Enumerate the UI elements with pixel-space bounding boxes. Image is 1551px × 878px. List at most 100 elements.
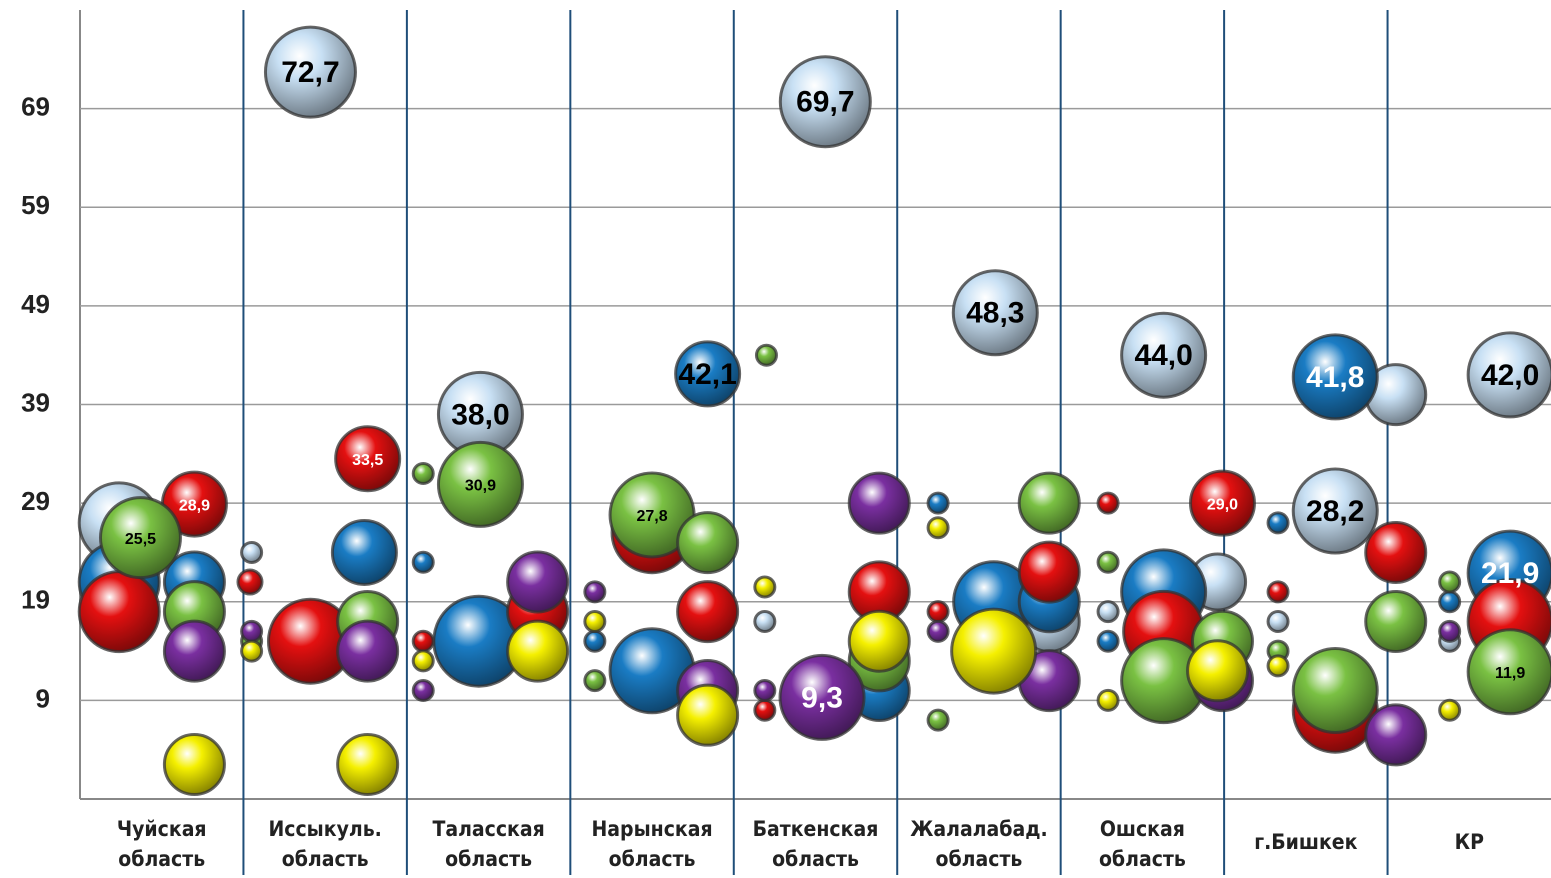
bubble: [411, 550, 435, 574]
x-tick-label: Таласская: [432, 817, 544, 841]
x-tick-label: Иссыкуль.: [268, 817, 381, 841]
bubble: [1466, 331, 1551, 419]
bubble: [847, 609, 911, 673]
data-label: 25,5: [125, 531, 156, 548]
y-tick-label: 69: [21, 92, 50, 122]
bubble: [98, 496, 182, 580]
bubble: [753, 679, 777, 703]
data-label: 72,7: [281, 56, 339, 89]
data-label: 21,9: [1481, 557, 1539, 590]
data-label: 11,9: [1495, 665, 1525, 682]
bubble: [1438, 619, 1462, 643]
bubble: [330, 518, 398, 586]
bubble: [1096, 600, 1120, 624]
x-tick-label: область: [1099, 847, 1186, 871]
bubble: [1096, 550, 1120, 574]
bubble: [77, 570, 161, 654]
bubble: [1120, 311, 1208, 399]
bubble: [162, 619, 226, 683]
bubble: [263, 25, 357, 119]
bubble: [676, 683, 740, 747]
data-label: 44,0: [1134, 339, 1192, 372]
bubble: [411, 629, 435, 653]
bubble: [1466, 628, 1551, 716]
x-tick-label: область: [118, 847, 205, 871]
bubble: [1017, 471, 1081, 535]
bubble: [240, 619, 264, 643]
bubble: [1291, 647, 1379, 735]
bubble: [676, 580, 740, 644]
bubble: [1438, 698, 1462, 722]
bubble: [1291, 333, 1379, 421]
bubble: [847, 471, 911, 535]
bubble: [1364, 589, 1428, 653]
bubble: [753, 698, 777, 722]
bubble: [1364, 520, 1428, 584]
data-label: 28,9: [179, 497, 210, 514]
bubble: [1291, 467, 1379, 555]
bubble: [1266, 609, 1290, 633]
bubble: [506, 550, 570, 614]
bubble: [336, 619, 400, 683]
x-tick-label: Чуйская: [117, 817, 207, 841]
data-label: 41,8: [1306, 361, 1364, 394]
bubble: [1364, 703, 1428, 767]
bubble: [1438, 570, 1462, 594]
data-label: 9,3: [801, 681, 843, 714]
y-tick-label: 19: [21, 585, 50, 615]
bubble: [1438, 590, 1462, 614]
bubble: [926, 619, 950, 643]
data-label: 28,2: [1306, 495, 1364, 528]
bubble: [1017, 540, 1081, 604]
bubble: [411, 649, 435, 673]
bubble: [754, 343, 778, 367]
bubble: [926, 516, 950, 540]
bubble: [951, 269, 1039, 357]
data-label: 42,0: [1481, 359, 1539, 392]
bubble: [236, 568, 264, 596]
bubble: [674, 340, 742, 408]
bubble: [1266, 580, 1290, 604]
x-tick-label: область: [282, 847, 369, 871]
data-label: 30,9: [465, 478, 496, 495]
bubble: [334, 425, 402, 493]
bubble: [583, 669, 607, 693]
bubble: [926, 491, 950, 515]
x-tick-label: область: [609, 847, 696, 871]
y-tick-label: 39: [21, 387, 50, 417]
bubble: [506, 619, 570, 683]
bubble: [583, 609, 607, 633]
data-label: 42,1: [678, 358, 736, 391]
x-tick-label: КР: [1455, 830, 1484, 854]
x-tick-label: область: [772, 847, 859, 871]
bubble: [336, 732, 400, 796]
bubble: [778, 653, 866, 741]
bubble: [1186, 639, 1250, 703]
bubble: [676, 511, 740, 575]
x-tick-label: Нарынская: [591, 817, 712, 841]
x-tick-label: Ошская: [1100, 817, 1185, 841]
bubble: [1266, 511, 1290, 535]
x-tick-label: область: [445, 847, 532, 871]
data-label: 33,5: [352, 452, 383, 469]
bubble: [1096, 629, 1120, 653]
bubble: [583, 580, 607, 604]
data-label: 38,0: [451, 398, 509, 431]
data-label: 48,3: [966, 297, 1024, 330]
bubble: [926, 708, 950, 732]
bubble: [240, 540, 264, 564]
bubble: [950, 607, 1038, 695]
bubble: [240, 639, 264, 663]
bubble: [753, 609, 777, 633]
x-tick-label: область: [936, 847, 1023, 871]
bubble: [1266, 654, 1290, 678]
y-tick-label: 29: [21, 486, 50, 516]
y-tick-label: 49: [21, 289, 50, 319]
bubble: [926, 600, 950, 624]
bubble: [1096, 688, 1120, 712]
x-tick-label: г.Бишкек: [1254, 830, 1357, 854]
bubble: [778, 55, 872, 149]
bubble: [411, 462, 435, 486]
data-label: 69,7: [796, 86, 854, 119]
